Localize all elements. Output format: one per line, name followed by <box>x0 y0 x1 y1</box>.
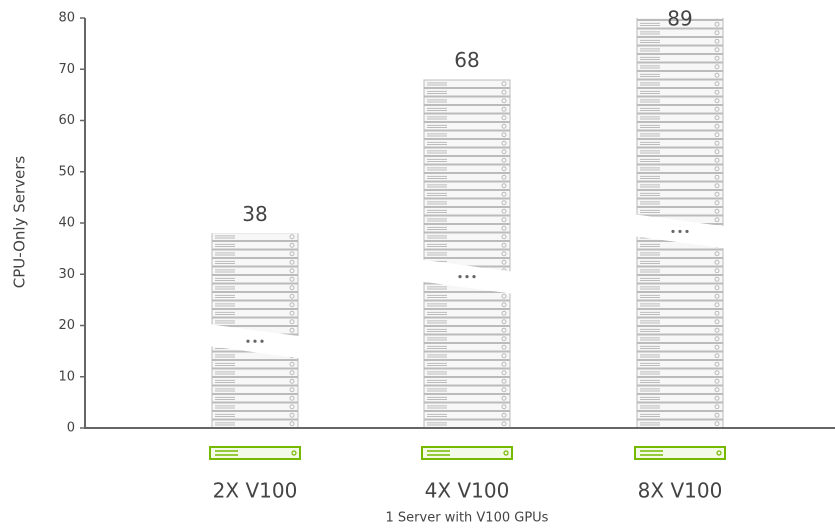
x-tick-label: 2X V100 <box>213 479 298 503</box>
gpu-server <box>634 446 726 460</box>
y-tick-label: 60 <box>58 113 75 128</box>
break-dot <box>671 229 675 234</box>
y-tick-label: 0 <box>67 421 75 436</box>
break-dot <box>246 339 250 343</box>
server-stack <box>422 79 512 428</box>
server-stack <box>635 18 725 428</box>
gpu-server-body <box>421 446 513 460</box>
plot-area <box>210 18 725 428</box>
y-tick-label: 40 <box>58 216 75 231</box>
bar <box>423 79 511 428</box>
y-tick-label: 20 <box>58 318 75 333</box>
break-dot <box>678 229 682 234</box>
y-axis-title: CPU-Only Servers <box>11 156 29 289</box>
value-label: 38 <box>242 202 267 226</box>
break-dot <box>458 275 462 279</box>
gpu-server-body <box>634 446 726 460</box>
value-label: 68 <box>454 48 479 72</box>
gpu-server <box>421 446 513 460</box>
break-dot <box>253 339 257 343</box>
value-label: 89 <box>667 7 692 31</box>
y-tick-label: 70 <box>58 62 75 77</box>
x-tick-label: 8X V100 <box>638 479 723 503</box>
x-tick-label: 4X V100 <box>425 479 510 503</box>
x-axis-title: 1 Server with V100 GPUs <box>386 511 549 526</box>
gpu-server-body <box>209 446 301 460</box>
bar <box>636 18 724 428</box>
gpu-server <box>209 446 301 460</box>
y-tick-label: 50 <box>58 164 75 179</box>
gpu-led <box>503 450 509 456</box>
break-dot <box>472 275 476 279</box>
gpu-led <box>716 450 722 456</box>
break-dot <box>685 229 689 234</box>
break-dot <box>260 339 264 343</box>
server-stack <box>210 233 300 428</box>
break-dot <box>465 275 469 279</box>
gpu-led <box>291 450 297 456</box>
y-tick-label: 80 <box>58 11 75 26</box>
y-tick-label: 10 <box>58 369 75 384</box>
y-tick-label: 30 <box>58 267 75 282</box>
